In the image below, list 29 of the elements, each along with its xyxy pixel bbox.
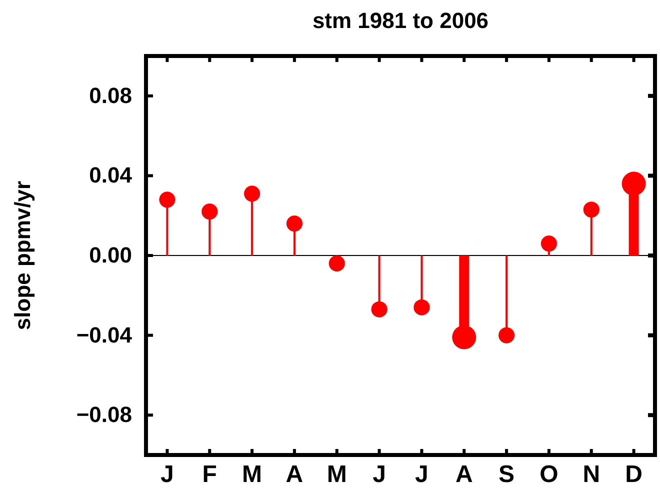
x-tick-label: S — [498, 461, 515, 488]
point — [202, 204, 218, 220]
x-tick-label: M — [242, 461, 262, 488]
point — [244, 186, 260, 202]
point — [498, 327, 515, 344]
x-tick-label: O — [540, 461, 558, 488]
y-tick-label: 0.08 — [89, 82, 132, 108]
x-tick-label: N — [582, 461, 600, 488]
y-tick-label: −0.08 — [76, 402, 132, 428]
y-tick-label: 0.00 — [89, 242, 132, 268]
x-tick-label: J — [372, 461, 386, 488]
y-axis-title: slope ppmv/yr — [10, 180, 35, 330]
y-tick-label: 0.04 — [89, 162, 133, 188]
x-tick-label: J — [160, 461, 174, 488]
x-tick-label: A — [455, 461, 473, 488]
point — [328, 255, 345, 272]
x-tick-label: M — [326, 461, 347, 488]
x-tick-label: D — [625, 461, 642, 488]
point — [540, 235, 558, 252]
point — [286, 216, 303, 232]
point — [583, 202, 600, 218]
x-tick-label: J — [415, 461, 428, 488]
point — [159, 192, 176, 208]
x-tick-label: F — [202, 461, 217, 488]
x-tick-label: A — [286, 461, 304, 488]
chart-title: stm 1981 to 2006 — [312, 8, 489, 33]
y-tick-label: −0.04 — [76, 322, 133, 348]
point — [414, 299, 430, 316]
point — [371, 301, 388, 318]
